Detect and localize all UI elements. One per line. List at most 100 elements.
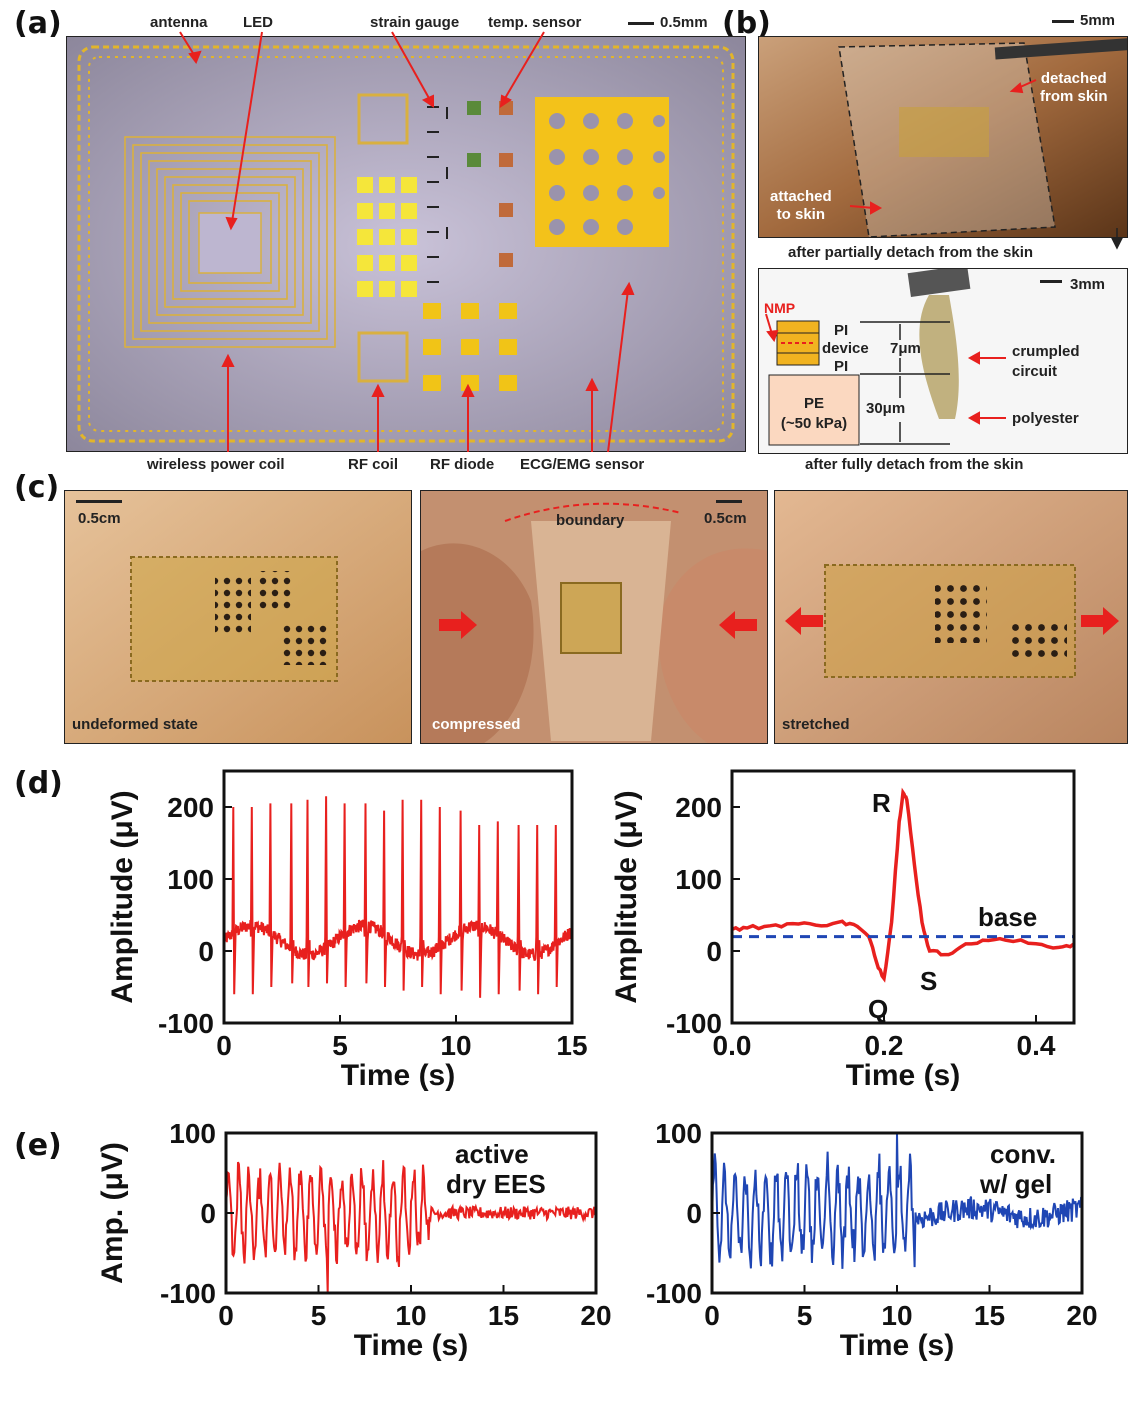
label-detached-line1: detached xyxy=(1040,70,1107,87)
legend-e-right-line1: conv. xyxy=(990,1139,1056,1169)
label-led: LED xyxy=(243,14,273,31)
series-line-e-right-0 xyxy=(711,1132,1083,1269)
annotation-s: S xyxy=(920,966,937,996)
x-tick-label-e-left: 20 xyxy=(580,1300,611,1331)
label-crumpled-line2: circuit xyxy=(1012,363,1058,380)
panel-label-b: (b) xyxy=(722,6,771,41)
scale-label-a: 0.5mm xyxy=(660,14,708,31)
detach-photo-partial-image xyxy=(759,37,1127,237)
x-tick-label-e-left: 0 xyxy=(218,1300,234,1331)
scale-label-b-bottom: 3mm xyxy=(1070,276,1106,293)
photo-undeformed xyxy=(64,490,412,744)
label-detached: detached from skin xyxy=(1040,70,1108,106)
y-axis-label-d-left: Amplitude (μV) xyxy=(106,790,139,1003)
label-temp-sensor: temp. sensor xyxy=(488,14,582,31)
scale-bar-c xyxy=(76,500,122,503)
annotation-r: R xyxy=(872,788,891,818)
legend-e-left-line2: dry EES xyxy=(446,1169,546,1199)
scale-bar-b-bottom xyxy=(1040,280,1062,283)
photo-undeformed-image xyxy=(65,491,411,743)
plot-frame-d-left xyxy=(222,769,574,1025)
detach-photo-partial xyxy=(758,36,1128,238)
x-tick-label-e-left: 10 xyxy=(395,1300,426,1331)
x-tick-label-e-left: 5 xyxy=(311,1300,327,1331)
label-strain-gauge: strain gauge xyxy=(370,14,460,31)
annotation-q: Q xyxy=(868,994,888,1024)
photo-compressed-image xyxy=(421,491,767,743)
x-tick-label-d-left: 15 xyxy=(556,1030,587,1061)
y-axis-label-d-right: Amplitude (μV) xyxy=(610,790,643,1003)
label-pe-line2: (~50 kPa) xyxy=(780,415,848,432)
circuit-micrograph xyxy=(66,36,746,452)
label-attached-line1: attached xyxy=(770,188,832,205)
label-wireless-power-coil: wireless power coil xyxy=(147,456,285,473)
y-tick-label-d-left: 100 xyxy=(167,864,214,895)
label-ecg-emg-sensor: ECG/EMG sensor xyxy=(520,456,645,473)
photo-stretched-image xyxy=(775,491,1127,743)
label-pi-bottom: PI xyxy=(834,358,849,375)
detach-photo-full xyxy=(758,268,1128,454)
y-tick-label-d-left: 200 xyxy=(167,792,214,823)
label-compressed: compressed xyxy=(432,716,521,733)
label-thickness-30: 30μm xyxy=(866,400,906,417)
series-line-e-left-0 xyxy=(225,1160,597,1294)
scale-label-b-top: 5mm xyxy=(1080,12,1116,29)
y-tick-label-e-left: -100 xyxy=(160,1278,216,1309)
panel-label-d: (d) xyxy=(14,766,63,801)
label-thickness-7: 7μm xyxy=(890,340,921,357)
annotation-base: base xyxy=(978,902,1037,932)
x-axis-label-d-left: Time (s) xyxy=(341,1059,455,1092)
scale-bar-a xyxy=(628,22,654,25)
x-axis-label-e-left: Time (s) xyxy=(354,1329,468,1362)
label-pe-line1: PE xyxy=(803,395,824,412)
label-rf-diode: RF diode xyxy=(430,456,495,473)
panel-label-c: (c) xyxy=(14,470,60,505)
x-tick-label-e-right: 15 xyxy=(974,1300,1005,1331)
label-nmp: NMP xyxy=(764,300,796,316)
caption-partial-detach: after partially detach from the skin xyxy=(788,244,1034,261)
label-pi-top: PI xyxy=(834,322,849,339)
x-tick-label-d-right: 0.4 xyxy=(1017,1030,1056,1061)
label-polyester: polyester xyxy=(1012,410,1079,427)
scale-bar-c-compressed xyxy=(716,500,742,503)
y-axis-label-e-left: Amp. (μV) xyxy=(96,1142,129,1284)
x-tick-label-e-right: 20 xyxy=(1066,1300,1097,1331)
x-tick-label-d-left: 10 xyxy=(440,1030,471,1061)
y-tick-label-e-left: 0 xyxy=(200,1198,216,1229)
x-tick-label-e-right: 5 xyxy=(797,1300,813,1331)
y-tick-label-d-left: -100 xyxy=(158,1008,214,1039)
label-pe: PE (~50 kPa) xyxy=(772,394,856,434)
photo-compressed xyxy=(420,490,768,744)
legend-e-right-line2: w/ gel xyxy=(979,1169,1052,1199)
y-tick-label-d-right: 200 xyxy=(675,792,722,823)
x-axis-label-d-right: Time (s) xyxy=(846,1059,960,1092)
plot-frame-d-right xyxy=(730,769,1076,1025)
legend-e-left-line1: active xyxy=(455,1139,529,1169)
scale-label-c: 0.5cm xyxy=(78,510,121,527)
panel-label-e: (e) xyxy=(14,1128,62,1163)
panel-a-arrows xyxy=(179,31,635,453)
caption-full-detach: after fully detach from the skin xyxy=(805,456,1024,473)
label-antenna: antenna xyxy=(150,14,208,31)
label-detached-line2: from skin xyxy=(1040,88,1108,105)
label-attached-line2: to skin xyxy=(776,206,826,223)
label-undeformed: undeformed state xyxy=(72,716,198,733)
label-rf-coil: RF coil xyxy=(348,456,399,473)
y-tick-label-e-right: 100 xyxy=(655,1118,702,1149)
series-line-d-left-0 xyxy=(223,796,573,998)
x-tick-label-d-left: 0 xyxy=(216,1030,232,1061)
x-tick-label-e-right: 0 xyxy=(704,1300,720,1331)
x-tick-label-d-right: 0.0 xyxy=(713,1030,752,1061)
series-line-d-right-0 xyxy=(731,787,1076,983)
y-tick-label-d-right: 0 xyxy=(706,936,722,967)
y-tick-label-e-right: 0 xyxy=(686,1198,702,1229)
circuit-micrograph-image xyxy=(67,37,745,451)
label-attached: attached to skin xyxy=(770,188,832,224)
detach-photo-full-image xyxy=(759,269,1127,453)
y-tick-label-d-right: 100 xyxy=(675,864,722,895)
photo-stretched xyxy=(774,490,1128,744)
y-tick-label-e-right: -100 xyxy=(646,1278,702,1309)
